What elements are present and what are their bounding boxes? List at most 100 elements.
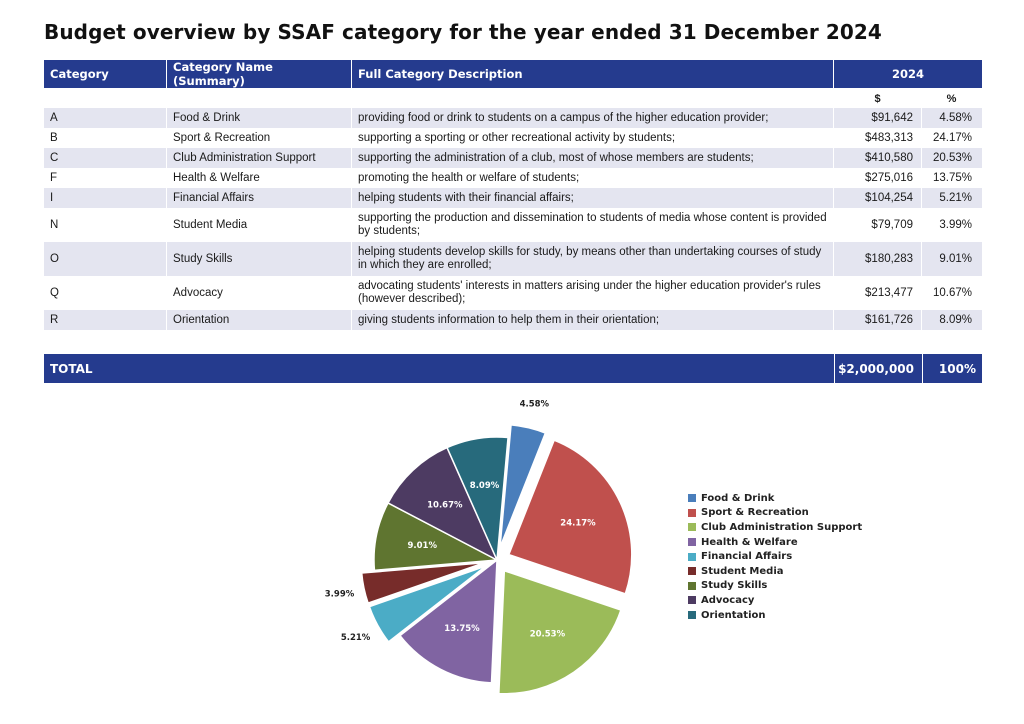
slice-label: 4.58% — [520, 399, 550, 409]
table-row: B Sport & Recreation supporting a sporting… — [44, 128, 983, 148]
slice-label: 10.67% — [427, 500, 463, 510]
pie-slice — [368, 565, 487, 643]
cell-percent: 24.17% — [922, 128, 983, 148]
slice-label: 13.75% — [444, 624, 480, 634]
slice-label: 5.21% — [341, 633, 371, 643]
cell-percent: 4.58% — [922, 108, 983, 128]
total-row: TOTAL $2,000,000 100% — [44, 354, 982, 383]
unit-amount: $ — [834, 88, 922, 108]
cell-category-name: Advocacy — [167, 276, 352, 310]
cell-description: advocating students' interests in matter… — [352, 276, 834, 310]
table-row: I Financial Affairs helping students with … — [44, 188, 983, 208]
legend-label: Financial Affairs — [701, 551, 793, 563]
cell-amount: $91,642 — [834, 108, 922, 128]
slice-label: 9.01% — [407, 541, 437, 551]
cell-amount: $161,726 — [834, 310, 922, 330]
legend-swatch — [688, 611, 696, 620]
legend-label: Advocacy — [701, 594, 755, 606]
cell-category: F — [44, 168, 167, 188]
cell-amount: $213,477 — [834, 276, 922, 310]
cell-percent: 3.99% — [922, 208, 983, 242]
cell-description: giving students information to help them… — [352, 310, 834, 330]
cell-percent: 8.09% — [922, 310, 983, 330]
cell-percent: 10.67% — [922, 276, 983, 310]
legend-swatch — [688, 508, 696, 517]
legend-label: Club Administration Support — [701, 521, 863, 533]
cell-category-name: Sport & Recreation — [167, 128, 352, 148]
cell-category: I — [44, 188, 167, 208]
cell-percent: 20.53% — [922, 148, 983, 168]
header-category: Category — [44, 60, 167, 88]
legend-swatch — [688, 494, 696, 503]
cell-category: Q — [44, 276, 167, 310]
cell-percent: 5.21% — [922, 188, 983, 208]
page-title: Budget overview by SSAF category for the… — [44, 20, 882, 44]
cell-description: providing food or drink to students on a… — [352, 108, 834, 128]
cell-amount: $410,580 — [834, 148, 922, 168]
unit-percent: % — [922, 88, 983, 108]
legend-item: Health & Welfare — [688, 535, 862, 550]
slice-label: 24.17% — [560, 518, 596, 528]
cell-description: supporting the administration of a club,… — [352, 148, 834, 168]
pie-slice — [387, 446, 499, 562]
header-description: Full Category Description — [352, 60, 834, 88]
cell-category: O — [44, 242, 167, 276]
budget-table: Category Category Name (Summary) Full Ca… — [44, 60, 983, 330]
legend-label: Student Media — [701, 565, 784, 577]
legend-label: Orientation — [701, 609, 766, 621]
table-row: A Food & Drink providing food or drink to … — [44, 108, 983, 128]
header-category-name: Category Name (Summary) — [167, 60, 352, 88]
cell-category-name: Club Administration Support — [167, 148, 352, 168]
table-row: Q Advocacy advocating students' interests … — [44, 276, 983, 310]
cell-percent: 13.75% — [922, 168, 983, 188]
table-header-row: Category Category Name (Summary) Full Ca… — [44, 60, 983, 88]
cell-description: promoting the health or welfare of stude… — [352, 168, 834, 188]
cell-description: helping students with their financial af… — [352, 188, 834, 208]
legend-item: Financial Affairs — [688, 549, 862, 564]
cell-amount: $79,709 — [834, 208, 922, 242]
cell-category-name: Student Media — [167, 208, 352, 242]
cell-amount: $180,283 — [834, 242, 922, 276]
cell-category-name: Food & Drink — [167, 108, 352, 128]
cell-amount: $275,016 — [834, 168, 922, 188]
legend-label: Food & Drink — [701, 492, 775, 504]
cell-category: C — [44, 148, 167, 168]
total-label: TOTAL — [50, 362, 93, 376]
slice-label: 20.53% — [530, 630, 566, 640]
legend-item: Study Skills — [688, 579, 862, 594]
legend-swatch — [688, 567, 696, 576]
cell-category: N — [44, 208, 167, 242]
cell-percent: 9.01% — [922, 242, 983, 276]
legend-item: Food & Drink — [688, 491, 862, 506]
pie-slice — [507, 439, 633, 595]
pie-slice — [446, 436, 509, 563]
cell-description: supporting a sporting or other recreatio… — [352, 128, 834, 148]
cell-description: supporting the production and disseminat… — [352, 208, 834, 242]
legend-item: Orientation — [688, 608, 862, 623]
cell-description: helping students develop skills for stud… — [352, 242, 834, 276]
pie-slice — [398, 558, 498, 684]
cell-amount: $483,313 — [834, 128, 922, 148]
legend-swatch — [688, 552, 696, 561]
units-row: $ % — [44, 88, 983, 108]
legend-swatch — [688, 596, 696, 605]
slice-label: 3.99% — [325, 589, 355, 599]
cell-category-name: Health & Welfare — [167, 168, 352, 188]
slice-label: 8.09% — [470, 481, 500, 491]
legend-swatch — [688, 581, 696, 590]
cell-category: A — [44, 108, 167, 128]
legend-label: Study Skills — [701, 580, 768, 592]
table-row: N Student Media supporting the production … — [44, 208, 983, 242]
legend-swatch — [688, 523, 696, 532]
cell-category-name: Financial Affairs — [167, 188, 352, 208]
chart-legend: Food & Drink Sport & Recreation Club Admin… — [688, 491, 862, 622]
total-percent: 100% — [938, 362, 976, 376]
legend-item: Student Media — [688, 564, 862, 579]
legend-item: Sport & Recreation — [688, 506, 862, 521]
table-row: F Health & Welfare promoting the health or… — [44, 168, 983, 188]
pie-slice — [499, 424, 547, 548]
legend-label: Sport & Recreation — [701, 507, 809, 519]
total-amount: $2,000,000 — [838, 362, 914, 376]
cell-category: R — [44, 310, 167, 330]
